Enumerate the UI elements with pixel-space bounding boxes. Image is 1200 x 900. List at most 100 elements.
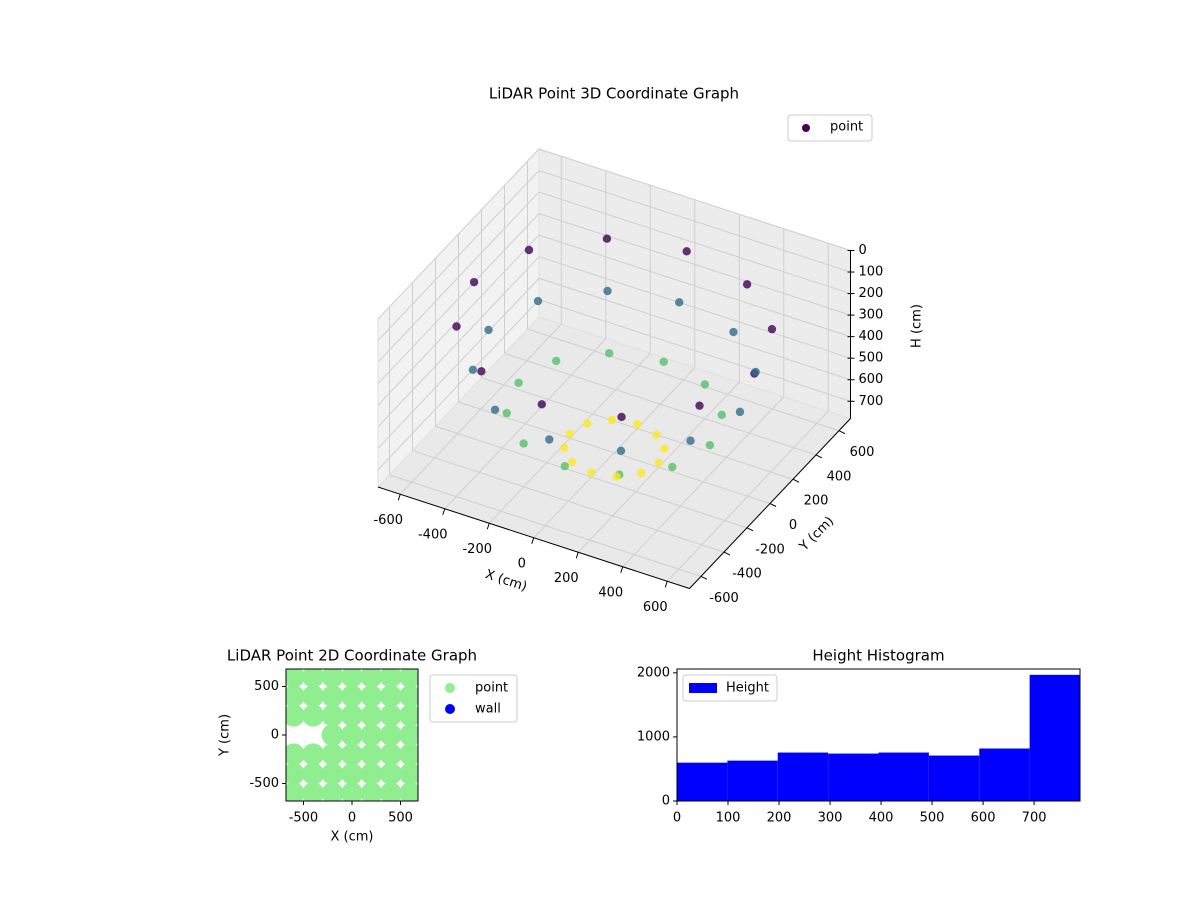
grid-line — [377, 148, 540, 320]
point-3d — [552, 356, 561, 366]
x-tick-label: 100 — [716, 811, 741, 826]
point-2d — [302, 704, 325, 727]
point-3d — [519, 439, 528, 448]
point-3d — [705, 440, 715, 450]
point-2d — [360, 669, 383, 688]
grid-line — [538, 148, 851, 251]
point-3d — [675, 298, 684, 307]
grid-line — [538, 170, 851, 273]
point-2d — [302, 685, 325, 708]
point-3d — [717, 410, 726, 420]
point-2d — [302, 782, 325, 801]
point-2d — [286, 669, 305, 688]
point-3d — [654, 458, 663, 468]
z-tick-label: 700 — [859, 394, 884, 409]
point-3d — [767, 324, 777, 334]
point-2d — [399, 685, 418, 708]
bar — [928, 755, 980, 801]
point-3d — [502, 408, 511, 418]
point-2d — [341, 743, 363, 766]
point-2d — [379, 762, 402, 785]
point-2d — [286, 743, 305, 766]
point-2d — [321, 685, 344, 708]
z-tick-label: 400 — [859, 329, 884, 344]
point-2d — [341, 704, 363, 727]
x-tick-label: -600 — [373, 513, 403, 528]
point-3d — [742, 280, 752, 289]
x-axis-line — [377, 486, 690, 589]
y-tick-label: -600 — [709, 591, 739, 606]
axes-frame — [676, 668, 1081, 802]
x-tick-label: 300 — [818, 811, 843, 826]
grid-line — [538, 191, 851, 295]
tick-mark — [769, 503, 777, 507]
chart-title: LiDAR Point 3D Coordinate Graph — [489, 85, 739, 103]
point-2d — [360, 685, 383, 708]
legend-label: point — [475, 681, 508, 696]
y-tick-label: 600 — [850, 445, 875, 460]
bar — [727, 760, 778, 801]
grid-line — [377, 299, 540, 471]
point-2d — [321, 762, 344, 785]
x-tick-label: 200 — [554, 571, 579, 586]
legend-marker — [802, 124, 810, 132]
axes-3d: -600 -400 -200 0 200 400 600 -600 -400 -200 0 200 40… — [373, 85, 924, 615]
z-tick-label: 100 — [859, 265, 884, 280]
grid-line — [377, 234, 540, 406]
axes-2d: point wall -500 0 500 -500 0 500 LiDAR Point 2D … — [218, 647, 518, 845]
y-tick-label: 0 — [662, 794, 670, 809]
tick-mark — [442, 508, 446, 515]
x-tick-label: -200 — [462, 542, 492, 557]
point-2d — [399, 743, 418, 766]
grid-line — [538, 277, 851, 381]
legend-box — [429, 674, 518, 723]
x-tick-label: 600 — [971, 811, 996, 826]
point-2d — [286, 685, 305, 708]
point-3d — [682, 247, 691, 256]
x-tick-label: 400 — [869, 811, 894, 826]
legend-label: point — [830, 120, 863, 135]
point-3d — [560, 443, 569, 453]
point-2d — [360, 743, 383, 766]
point-3d — [668, 462, 677, 472]
point-3d — [452, 322, 461, 331]
x-tick-label: 200 — [767, 811, 792, 826]
point-2d — [341, 724, 363, 746]
z-axis-label: H (cm) — [910, 304, 925, 348]
point-3d — [617, 412, 626, 422]
point-2d — [360, 704, 383, 727]
y-tick-label: 500 — [254, 679, 279, 694]
point-3d — [660, 444, 669, 454]
point-3d — [565, 429, 574, 439]
point-3d — [477, 367, 486, 376]
point-2d — [286, 704, 305, 727]
tick-mark — [838, 430, 846, 435]
legend-box — [787, 114, 873, 142]
point-3d — [533, 296, 543, 306]
y-axis-label: Y (cm) — [218, 714, 233, 757]
legend-marker — [689, 683, 717, 693]
point-2d — [399, 782, 418, 801]
tick-mark — [723, 551, 731, 556]
z-tick-label: 500 — [859, 351, 884, 366]
tick-mark — [792, 478, 800, 483]
point-2d — [360, 762, 383, 785]
y-tick-label: 2000 — [637, 665, 670, 680]
point-2d — [341, 782, 363, 801]
grid-line — [377, 256, 540, 428]
bar — [1029, 674, 1080, 801]
tick-mark — [746, 527, 754, 532]
point-3d — [700, 380, 710, 389]
z-tick-label: 600 — [859, 372, 884, 387]
point-2d — [379, 704, 402, 727]
point-2d — [302, 743, 325, 766]
grid-line — [389, 474, 702, 577]
grid-line — [435, 425, 748, 529]
point-3d — [537, 400, 546, 409]
legend-label: wall — [475, 702, 501, 717]
point-3d — [602, 234, 612, 243]
point-3d — [603, 286, 612, 296]
point-3d — [652, 430, 661, 439]
tick-mark — [815, 454, 823, 459]
